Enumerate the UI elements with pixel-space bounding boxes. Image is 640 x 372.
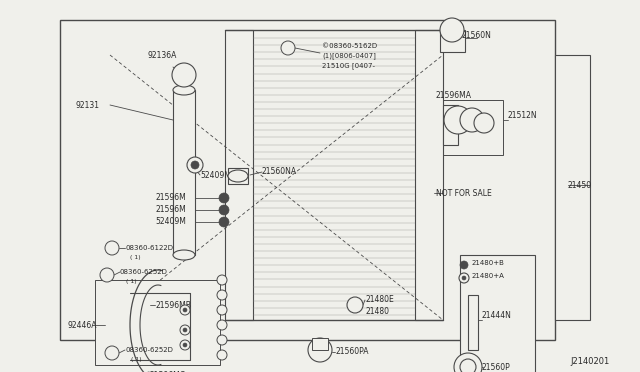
Text: 21560P: 21560P bbox=[482, 362, 511, 372]
Circle shape bbox=[191, 161, 199, 169]
Ellipse shape bbox=[173, 250, 195, 260]
Text: (1)[0806-0407]: (1)[0806-0407] bbox=[322, 52, 376, 60]
Text: 92446A: 92446A bbox=[68, 321, 97, 330]
Circle shape bbox=[219, 217, 229, 227]
Text: S: S bbox=[286, 45, 290, 51]
Bar bbox=[173, 90, 195, 255]
Text: 21510G [0407-: 21510G [0407- bbox=[322, 62, 375, 69]
Circle shape bbox=[217, 335, 227, 345]
Bar bbox=[460, 255, 535, 372]
Text: 92131: 92131 bbox=[75, 100, 99, 109]
Text: NOT FOR SALE: NOT FOR SALE bbox=[436, 189, 492, 198]
Ellipse shape bbox=[173, 85, 195, 95]
Circle shape bbox=[217, 350, 227, 360]
Circle shape bbox=[440, 18, 464, 42]
Text: 21596M: 21596M bbox=[155, 193, 186, 202]
Text: 21480+A: 21480+A bbox=[472, 273, 505, 279]
Text: S: S bbox=[105, 273, 109, 278]
Text: 92136A: 92136A bbox=[148, 51, 177, 60]
Bar bbox=[443, 105, 458, 145]
Circle shape bbox=[217, 320, 227, 330]
Text: 08360-6122D: 08360-6122D bbox=[125, 245, 173, 251]
Circle shape bbox=[180, 305, 190, 315]
Bar bbox=[312, 338, 328, 350]
Circle shape bbox=[462, 276, 466, 280]
Text: 21480E: 21480E bbox=[365, 295, 394, 305]
Text: 21450: 21450 bbox=[568, 180, 592, 189]
Circle shape bbox=[187, 157, 203, 173]
Text: 52409M: 52409M bbox=[155, 218, 186, 227]
Circle shape bbox=[460, 359, 476, 372]
Circle shape bbox=[217, 290, 227, 300]
Circle shape bbox=[308, 338, 332, 362]
Text: 08360-6252D: 08360-6252D bbox=[120, 269, 168, 275]
Text: S: S bbox=[110, 350, 114, 356]
Bar bbox=[95, 280, 220, 365]
Circle shape bbox=[217, 275, 227, 285]
Circle shape bbox=[459, 273, 469, 283]
Circle shape bbox=[172, 63, 196, 87]
Bar bbox=[228, 168, 248, 184]
Bar bbox=[440, 30, 465, 52]
Circle shape bbox=[105, 346, 119, 360]
Text: 21560N: 21560N bbox=[462, 31, 492, 39]
Bar bbox=[415, 30, 443, 320]
Text: 21480+B: 21480+B bbox=[472, 260, 505, 266]
Circle shape bbox=[180, 340, 190, 350]
Circle shape bbox=[219, 193, 229, 203]
Ellipse shape bbox=[228, 170, 248, 182]
Text: 21480: 21480 bbox=[365, 308, 389, 317]
Text: 21444N: 21444N bbox=[482, 311, 512, 320]
Circle shape bbox=[105, 241, 119, 255]
Circle shape bbox=[474, 113, 494, 133]
Bar bbox=[468, 295, 478, 350]
Text: 21560PA: 21560PA bbox=[335, 347, 369, 356]
Text: ( 1): ( 1) bbox=[131, 357, 141, 362]
Text: 52409MA: 52409MA bbox=[200, 170, 236, 180]
Bar bbox=[443, 100, 503, 155]
Text: 21596M: 21596M bbox=[155, 205, 186, 215]
Text: ( 1): ( 1) bbox=[126, 279, 136, 285]
Circle shape bbox=[183, 308, 187, 312]
Circle shape bbox=[183, 343, 187, 347]
Circle shape bbox=[183, 328, 187, 332]
Circle shape bbox=[219, 205, 229, 215]
Circle shape bbox=[454, 353, 482, 372]
Circle shape bbox=[281, 41, 295, 55]
Text: 21560NA: 21560NA bbox=[262, 167, 297, 176]
Circle shape bbox=[460, 261, 468, 269]
Circle shape bbox=[217, 305, 227, 315]
Text: 08360-6252D: 08360-6252D bbox=[125, 347, 173, 353]
Circle shape bbox=[180, 325, 190, 335]
Text: 21596MA: 21596MA bbox=[435, 90, 471, 99]
Circle shape bbox=[444, 106, 472, 134]
Text: 21596MB: 21596MB bbox=[155, 301, 191, 310]
Text: 21596MC: 21596MC bbox=[150, 371, 186, 372]
Bar bbox=[225, 30, 253, 320]
Bar bbox=[60, 20, 555, 340]
Text: 21512N: 21512N bbox=[508, 110, 538, 119]
Circle shape bbox=[347, 297, 363, 313]
Circle shape bbox=[460, 108, 484, 132]
Bar bbox=[555, 55, 590, 320]
Text: ( 1): ( 1) bbox=[130, 256, 141, 260]
Text: ©08360-5162D: ©08360-5162D bbox=[322, 43, 377, 49]
Text: S: S bbox=[110, 246, 114, 250]
Circle shape bbox=[100, 268, 114, 282]
Text: J2140201: J2140201 bbox=[570, 357, 609, 366]
